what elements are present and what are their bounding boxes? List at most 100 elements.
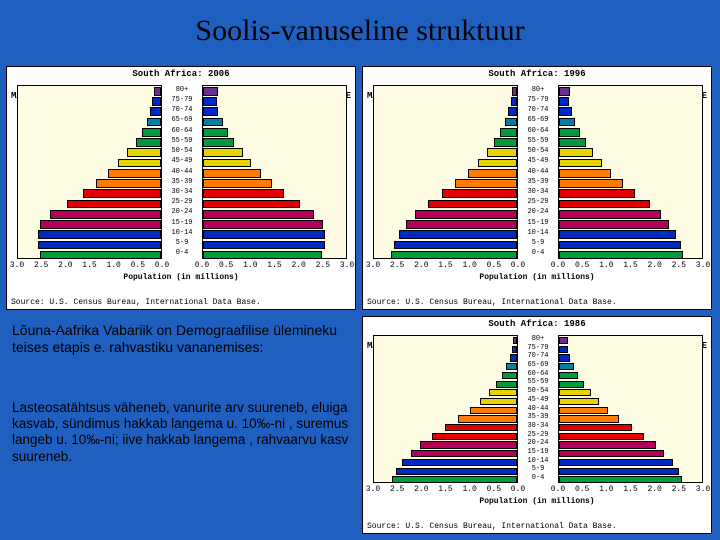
x-tick: 0.5 [219,261,233,270]
male-bar [38,230,161,239]
x-tick: 0.5 [575,261,589,270]
female-bar [559,179,623,188]
female-bar [203,189,284,198]
female-bar [559,189,635,198]
x-tick: 1.5 [623,261,637,270]
x-tick: 2.0 [58,261,72,270]
x-tick: 1.5 [267,261,281,270]
female-bar [203,107,218,116]
source-text: Source: U.S. Census Bureau, Internationa… [365,521,619,532]
x-tick: 2.0 [291,261,305,270]
x-tick: 1.5 [82,261,96,270]
male-bar [152,97,161,106]
female-bar [559,398,599,405]
female-bar [203,159,251,168]
male-plot [373,85,518,259]
male-bar [96,179,161,188]
x-axis-caption: Population (in millions) [7,273,355,282]
female-bar [559,433,644,440]
age-label: 40-44 [163,169,201,176]
female-bar [559,128,580,137]
x-tick: 2.5 [672,485,686,494]
male-bar [428,200,517,209]
male-bar [391,251,517,260]
male-bar [487,148,517,157]
age-label: 10-14 [519,458,557,465]
x-tick: 0.5 [575,485,589,494]
male-bar [468,169,517,178]
age-label: 40-44 [519,169,557,176]
male-bar [442,189,517,198]
x-tick: 3.0 [696,261,710,270]
age-label: 30-34 [163,189,201,196]
age-label: 55-59 [163,138,201,145]
female-bar [203,138,234,147]
female-bar [559,354,570,361]
x-tick: 1.0 [462,261,476,270]
pyramid-title: South Africa: 1996 [363,67,711,79]
slide-title: Soolis-vanuseline struktuur [0,0,720,58]
age-label: 75-79 [519,345,557,352]
female-bar [559,476,682,483]
x-tick: 2.5 [34,261,48,270]
x-tick: 2.5 [390,485,404,494]
female-bar [559,441,656,448]
x-tick: 0.0 [511,261,525,270]
male-bar [406,220,517,229]
male-bar [510,354,517,361]
age-label: 20-24 [519,440,557,447]
age-label: 35-39 [163,179,201,186]
source-text: Source: U.S. Census Bureau, Internationa… [365,297,619,308]
female-bar [559,138,586,147]
male-bar [394,241,517,250]
female-plot [558,85,703,259]
age-label: 15-19 [163,220,201,227]
male-bar [83,189,161,198]
female-bar [559,210,661,219]
age-label: 25-29 [519,199,557,206]
text-block-2: Lasteosatähtsus väheneb, vanurite arv su… [12,400,362,465]
pyramid-grid: South Africa: 2006MALEFEMALE80+75-7970-7… [0,60,720,540]
x-tick: 3.0 [366,485,380,494]
x-tick: 0.0 [195,261,209,270]
age-label: 45-49 [519,397,557,404]
female-bar [203,210,314,219]
male-bar [38,241,161,250]
x-tick: 2.0 [647,261,661,270]
female-bar [203,220,323,229]
x-axis-caption: Population (in millions) [363,497,711,506]
male-bar [108,169,161,178]
x-tick: 1.0 [462,485,476,494]
age-label: 5-9 [519,466,557,473]
male-bar [118,159,162,168]
age-label: 5-9 [163,240,201,247]
female-bar [559,97,569,106]
female-bar [559,220,669,229]
female-bar [203,241,325,250]
male-plot [17,85,162,259]
age-label: 0-4 [519,250,557,257]
pyramid-panel: South Africa: 1986MALEFEMALE80+75-7970-7… [362,316,712,534]
female-bar [559,363,574,370]
male-bar [500,128,517,137]
x-tick: 0.5 [487,261,501,270]
x-tick: 3.0 [340,261,354,270]
x-tick: 1.0 [599,485,613,494]
x-tick: 0.5 [131,261,145,270]
x-tick: 0.0 [551,261,565,270]
age-label: 60-64 [519,371,557,378]
age-label: 65-69 [519,117,557,124]
male-bar [494,138,517,147]
female-bar [559,169,611,178]
x-tick: 1.0 [599,261,613,270]
x-tick: 1.5 [438,261,452,270]
male-bar [489,389,517,396]
female-bar [203,87,218,96]
male-bar [470,407,517,414]
female-bar [559,200,650,209]
age-label: 75-79 [163,97,201,104]
x-axis-caption: Population (in millions) [363,273,711,282]
x-tick: 3.0 [696,485,710,494]
x-tick: 1.5 [438,485,452,494]
age-label: 80+ [163,87,201,94]
